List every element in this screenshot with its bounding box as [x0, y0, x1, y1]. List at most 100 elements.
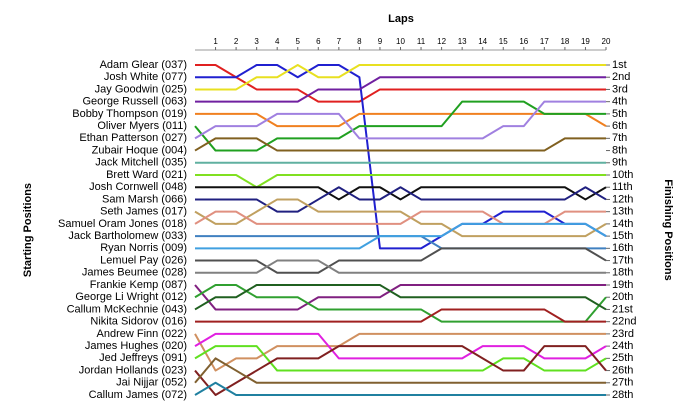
x-tick-label: 5 — [296, 37, 301, 46]
series-label: Nikita Sidorov (016) — [90, 316, 187, 328]
plot-area: 1 2 3 4 5 6 7 8 9 10 11 12 13 14 15 16 17 18 19 201st2nd3rd… — [58, 37, 636, 401]
series-line — [195, 76, 606, 103]
series-label: Andrew Finn (022) — [97, 328, 188, 340]
y2-tick-label: 22nd — [612, 316, 636, 328]
x-tick-label: 3 — [254, 37, 259, 46]
y2-tick-label: 10th — [612, 169, 633, 181]
y2-tick-label: 18th — [612, 267, 633, 279]
series-label: Lemuel Pay (026) — [100, 254, 187, 266]
series-label: Jack Mitchell (035) — [95, 157, 187, 169]
x-tick-label: 6 — [316, 37, 321, 46]
series-label: Oliver Myers (011) — [97, 120, 187, 132]
x-tick-label: 11 — [417, 37, 426, 46]
x-tick-label: 18 — [560, 37, 569, 46]
series-label: Josh White (077) — [104, 71, 187, 83]
series-label: Samuel Oram Jones (018) — [58, 218, 187, 230]
series-line — [195, 64, 607, 250]
x-tick-label: 16 — [519, 37, 528, 46]
series-line — [194, 357, 606, 384]
series-label: Sam Marsh (066) — [102, 193, 187, 205]
series-label: James Hughes (020) — [85, 340, 187, 352]
y2-tick-label: 3rd — [612, 83, 628, 95]
series-label: Adam Glear (037) — [100, 59, 187, 71]
x-tick-label: 7 — [337, 37, 342, 46]
series-line — [195, 186, 607, 201]
y2-tick-label: 24th — [612, 340, 633, 352]
series-line — [195, 308, 606, 323]
series-label: Jack Bartholomew (033) — [68, 230, 187, 242]
y2-tick-label: 9th — [612, 157, 627, 169]
y2-tick-label: 4th — [612, 96, 627, 108]
series-label: Frankie Kemp (087) — [90, 279, 187, 291]
series-line — [194, 198, 607, 238]
y2-tick-label: 28th — [612, 389, 633, 401]
x-tick-label: 19 — [581, 37, 590, 46]
series-label: Seth James (017) — [100, 206, 187, 218]
series-line — [195, 112, 607, 128]
series-line — [194, 137, 606, 152]
x-tick-label: 9 — [378, 37, 383, 46]
series-label: Jai Nijjar (052) — [116, 377, 187, 389]
series-line — [194, 284, 607, 311]
y2-tick-label: 7th — [612, 132, 627, 144]
series-label: Ethan Patterson (027) — [79, 132, 187, 144]
y2-tick-label: 11th — [612, 181, 633, 193]
series-line — [195, 259, 606, 274]
x-tick-label: 8 — [357, 37, 362, 46]
series-label: James Beumee (028) — [82, 267, 187, 279]
series-label: Josh Cornwell (048) — [89, 181, 187, 193]
y2-tick-label: 20th — [612, 291, 633, 303]
y-axis-label: Starting Positions — [22, 183, 34, 277]
series-line — [194, 284, 607, 323]
x-tick-label: 20 — [602, 37, 611, 46]
x-tick-label: 4 — [275, 37, 280, 46]
series-line — [194, 284, 606, 311]
chart-title: Laps — [388, 13, 414, 25]
series-line — [195, 222, 607, 250]
y2-tick-label: 23rd — [612, 328, 634, 340]
series-line — [194, 345, 607, 396]
series-line — [194, 100, 606, 140]
series-line — [195, 247, 607, 274]
y2-tick-label: 5th — [612, 108, 627, 120]
y2-axis-label: Finishing Positions — [662, 179, 674, 280]
series-label: Brett Ward (021) — [106, 169, 187, 181]
series-line — [195, 186, 607, 213]
series-label: George Li Wright (012) — [75, 291, 187, 303]
series-label: Jed Jeffreys (091) — [99, 352, 187, 364]
y2-tick-label: 6th — [612, 120, 627, 132]
series-label: Zubair Hoque (004) — [92, 144, 187, 156]
series-line — [195, 64, 606, 103]
y2-tick-label: 8th — [612, 144, 627, 156]
y2-tick-label: 25th — [612, 352, 633, 364]
y2-tick-label: 1st — [612, 59, 627, 71]
y2-tick-label: 13th — [612, 206, 633, 218]
series-line — [194, 345, 607, 372]
x-tick-label: 17 — [540, 37, 549, 46]
series-label: George Russell (063) — [82, 96, 187, 108]
x-tick-label: 15 — [499, 37, 508, 46]
y2-tick-label: 21st — [612, 303, 633, 315]
x-tick-label: 14 — [478, 37, 487, 46]
y2-tick-label: 17th — [612, 254, 633, 266]
series-line — [194, 381, 606, 396]
y2-tick-label: 14th — [612, 218, 633, 230]
y2-tick-label: 2nd — [612, 71, 630, 83]
y2-tick-label: 12th — [612, 193, 633, 205]
series-label: Callum James (072) — [89, 389, 187, 401]
y2-tick-label: 16th — [612, 242, 633, 254]
series-line — [195, 174, 606, 189]
series-label: Bobby Thompson (019) — [72, 108, 187, 120]
y2-tick-label: 27th — [612, 377, 633, 389]
series-label: Jordan Hollands (023) — [79, 364, 187, 376]
y2-tick-label: 19th — [612, 279, 633, 291]
x-tick-label: 13 — [458, 37, 467, 46]
x-tick-label: 10 — [396, 37, 405, 46]
series-line — [195, 64, 606, 91]
x-tick-label: 2 — [234, 37, 239, 46]
series-label: Jay Goodwin (025) — [95, 83, 187, 95]
y2-tick-label: 26th — [612, 364, 633, 376]
series-label: Ryan Norris (009) — [100, 242, 187, 254]
y2-tick-label: 15th — [612, 230, 633, 242]
